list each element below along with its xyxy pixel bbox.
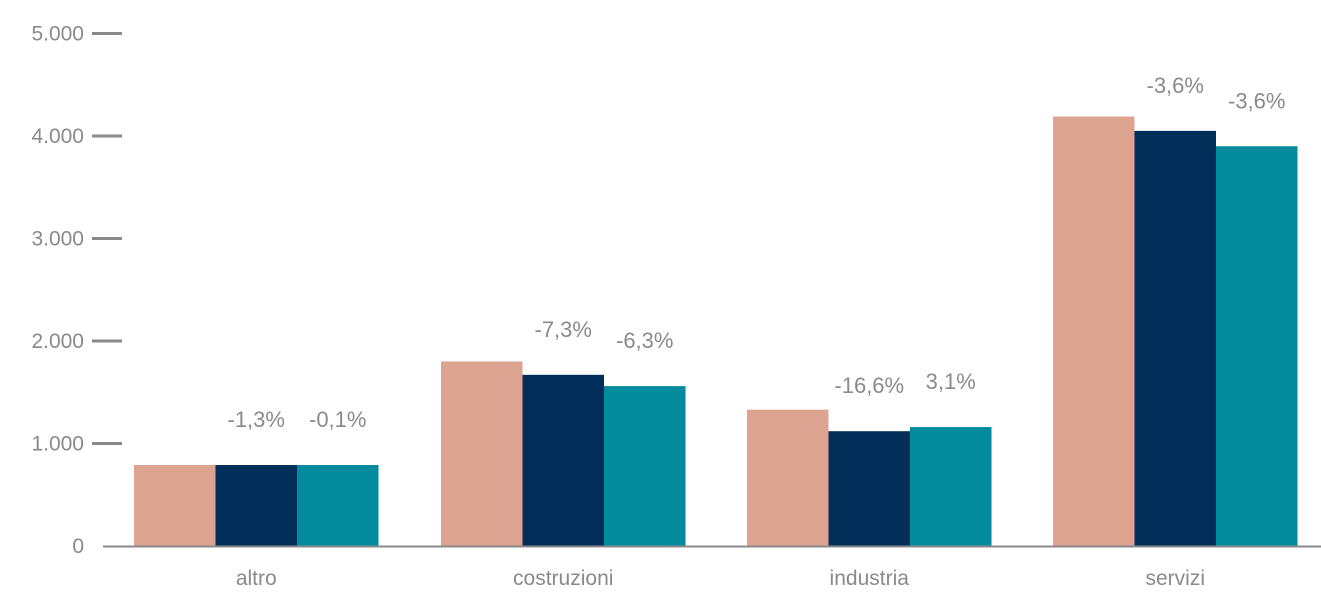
- x-axis: altro costruzioni industria servizi: [236, 567, 1205, 590]
- bar-altro-0: [134, 465, 216, 546]
- y-tick-label: 4.000: [31, 125, 84, 148]
- data-label: -0,1%: [309, 407, 366, 432]
- data-label: -16,6%: [834, 373, 904, 398]
- x-category-label: costruzioni: [513, 567, 613, 590]
- data-label: -7,3%: [535, 317, 592, 342]
- bar-servizi-2: [1216, 146, 1298, 546]
- data-label: -1,3%: [228, 407, 285, 432]
- y-tick-label: 3.000: [31, 228, 84, 251]
- bar-industria-2: [910, 427, 992, 546]
- x-category-label: servizi: [1145, 567, 1205, 590]
- y-tick-label: 0: [72, 535, 84, 558]
- bar-servizi-0: [1053, 116, 1135, 547]
- bars: [134, 116, 1298, 547]
- bar-costruzioni-1: [522, 374, 604, 546]
- data-labels: -1,3% -0,1% -7,3% -6,3% -16,6% 3,1% -3,6% -3,6%: [228, 73, 1286, 432]
- y-tick-label: 5.000: [31, 23, 84, 46]
- x-category-label: industria: [830, 567, 910, 590]
- bar-costruzioni-0: [441, 361, 523, 546]
- y-tick-label: 2.000: [31, 330, 84, 353]
- bar-altro-1: [215, 465, 297, 546]
- data-label: -3,6%: [1147, 73, 1204, 98]
- bar-industria-1: [828, 431, 910, 546]
- y-tick-label: 1.000: [31, 433, 84, 456]
- data-label: -3,6%: [1228, 88, 1285, 113]
- y-axis: 0 1.000 2.000 3.000 4.000 5.000: [31, 23, 122, 558]
- x-category-label: altro: [236, 567, 277, 590]
- bar-servizi-1: [1134, 130, 1216, 546]
- bar-altro-2: [297, 465, 379, 546]
- data-label: 3,1%: [926, 369, 976, 394]
- bar-industria-0: [747, 409, 829, 546]
- bar-costruzioni-2: [604, 386, 686, 546]
- data-label: -6,3%: [616, 328, 673, 353]
